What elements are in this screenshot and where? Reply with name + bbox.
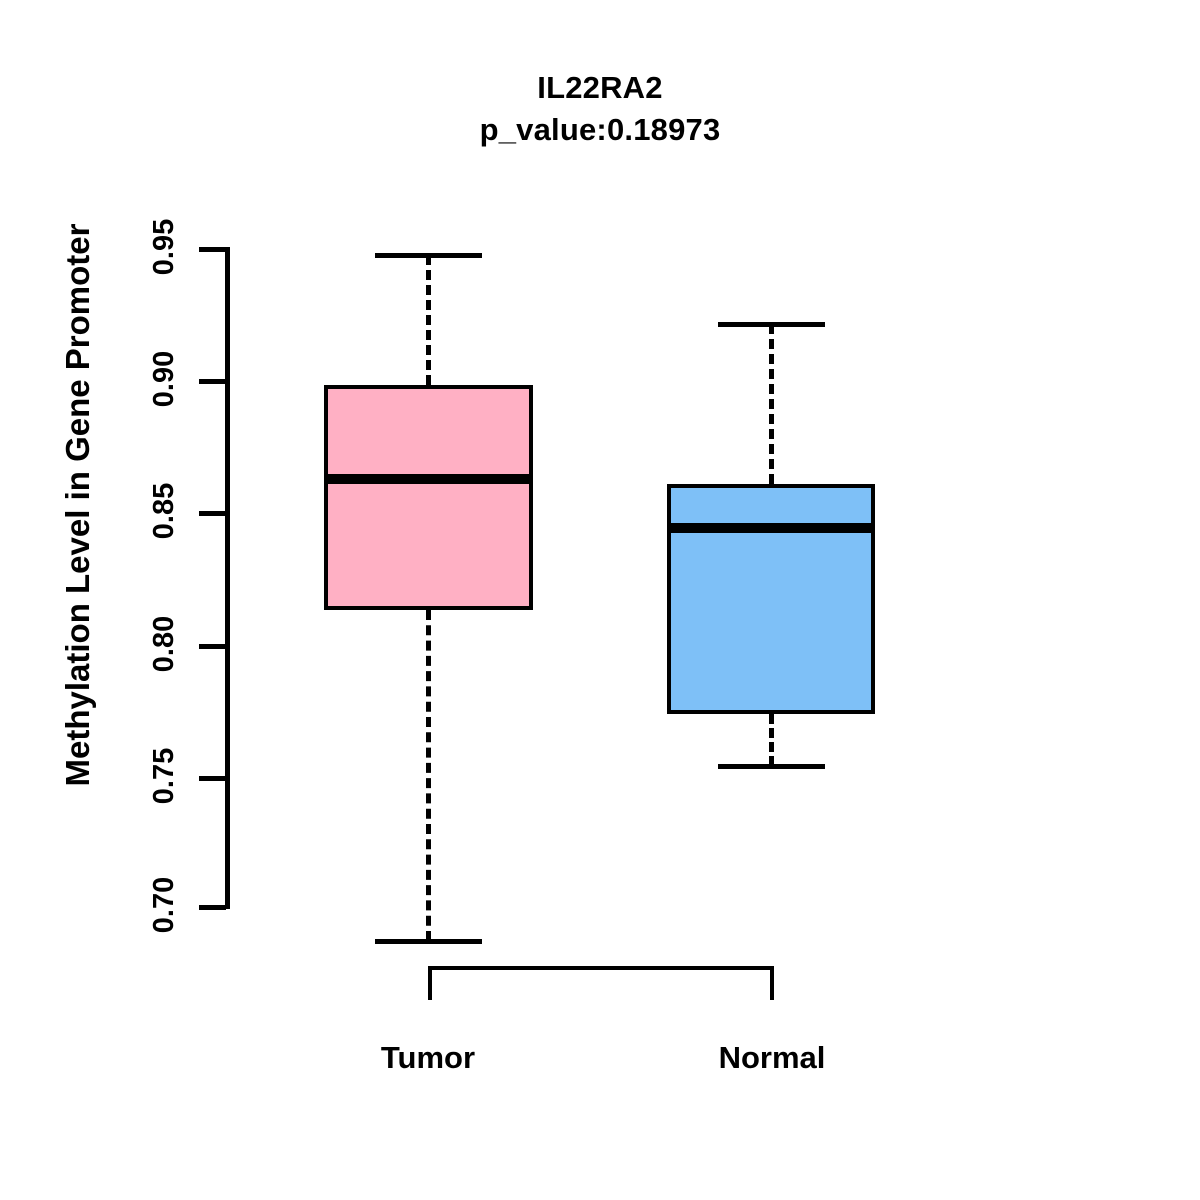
x-axis-bracket-left-tick (428, 966, 432, 1000)
normal-upper-whisker (769, 324, 774, 484)
y-tick-label-5: 0.70 (148, 876, 180, 934)
y-tick-label-4: 0.75 (148, 747, 180, 805)
y-tick-label-1: 0.90 (148, 350, 180, 408)
normal-box (667, 484, 875, 714)
x-tick-label-normal: Normal (718, 1040, 826, 1075)
tumor-box (324, 385, 533, 610)
tumor-median-line (324, 474, 533, 484)
y-tick-0.90 (199, 379, 226, 384)
tumor-upper-whisker (426, 255, 431, 385)
normal-median-line (667, 523, 875, 533)
p-value-subtitle: p_value:0.18973 (479, 112, 721, 147)
y-tick-label-3: 0.80 (148, 615, 180, 673)
y-tick-0.70 (199, 905, 226, 910)
tumor-upper-whisker-cap (375, 253, 482, 258)
y-tick-0.75 (199, 776, 226, 781)
y-axis-line (225, 247, 230, 909)
y-tick-label-0: 0.95 (148, 218, 180, 276)
y-tick-0.95 (199, 247, 226, 252)
page-title: IL22RA2 (537, 70, 663, 105)
normal-lower-whisker (769, 714, 774, 766)
y-tick-0.85 (199, 511, 226, 516)
normal-lower-whisker-cap (718, 764, 825, 769)
normal-upper-whisker-cap (718, 322, 825, 327)
y-tick-label-2: 0.85 (148, 482, 180, 540)
x-axis-bracket (428, 966, 774, 970)
tumor-lower-whisker (426, 610, 431, 941)
title-block: IL22RA2 p_value:0.18973 (0, 68, 1200, 152)
tumor-lower-whisker-cap (375, 939, 482, 944)
x-axis-bracket-right-tick (770, 966, 774, 1000)
y-tick-0.80 (199, 644, 226, 649)
x-tick-label-tumor: Tumor (380, 1040, 476, 1075)
